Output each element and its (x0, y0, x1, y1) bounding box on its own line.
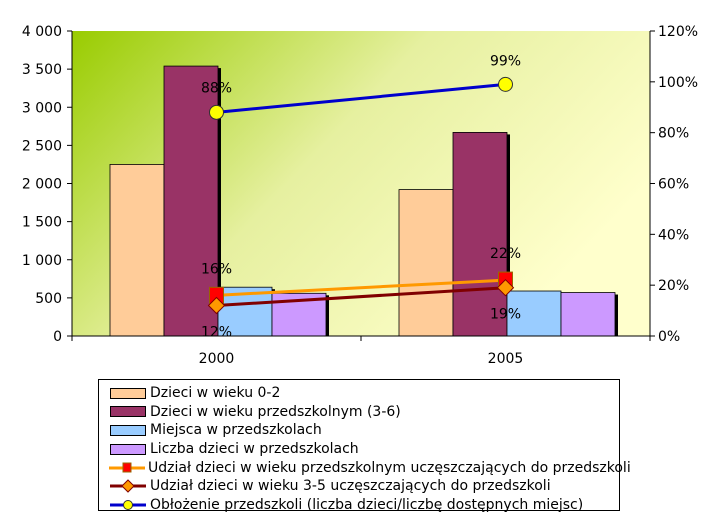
y-left-tick-label: 1 500 (22, 215, 62, 231)
y-right-tick-label: 80% (658, 126, 689, 142)
legend-label: Dzieci w wieku 0-2 (150, 385, 281, 402)
data-label: 88% (201, 80, 232, 96)
y-left-tick-label: 500 (35, 291, 62, 307)
legend-symbol (109, 423, 147, 437)
data-label: 99% (490, 53, 521, 69)
legend-symbol (109, 405, 147, 419)
legend-symbol (109, 442, 147, 456)
bar-dzieci-w-wieku-0-2-2000 (109, 164, 165, 337)
legend-symbol (109, 461, 145, 475)
legend-item-liczba-dzieci-w-przedszkolach: Liczba dzieci w przedszkolach (109, 440, 609, 459)
y-left-tick-label: 3 500 (22, 62, 62, 78)
axes-group: 0 500 1 000 1 500 2 000 2 500 3 000 3 500 4 000 0… (22, 24, 698, 367)
legend-label: Udział dzieci w wieku 3-5 uczęszczającyc… (150, 478, 551, 495)
legend-item-udzia-dzieci-w-wieku-przedszko: Udział dzieci w wieku przedszkolnym uczę… (109, 458, 631, 477)
x-tick-label: 2000 (199, 351, 235, 367)
legend-label: Miejsca w przedszkolach (150, 422, 322, 439)
y-left-tick-label: 0 (53, 329, 62, 345)
line-ob-oz-enie-przedszkoli-liczba-dzieci-lic (216, 82, 506, 114)
legend-symbol (109, 386, 147, 400)
bar-dzieci-w-wieku-0-2-2005 (398, 189, 454, 337)
legend-item-ob-oz-enie-przedszkoli-liczba-: Obłożenie przedszkoli (liczba dzieci/lic… (109, 496, 609, 515)
y-right-tick-label: 0% (658, 329, 680, 345)
lines-group: 16% 22% 12% 19% 88% 99% (201, 53, 521, 340)
y-left-tick-label: 2 500 (22, 138, 62, 154)
y-left-tick-label: 4 000 (22, 24, 62, 40)
y-right-tick-label: 120% (658, 24, 698, 40)
y-left-tick-label: 3 000 (22, 100, 62, 116)
data-label: 12% (201, 325, 232, 341)
y-right-tick-label: 20% (658, 278, 689, 294)
x-tick-label: 2005 (488, 351, 524, 367)
chart: 16% 22% 12% 19% 88% 99% 0 500 1 000 1 500 2 000 2 … (22, 24, 698, 367)
legend-item-miejsca-w-przedszkolach: Miejsca w przedszkolach (109, 421, 609, 440)
legend: Dzieci w wieku 0-2 Dzieci w wieku przedsz… (98, 379, 631, 513)
y-right-tick-label: 60% (658, 177, 689, 193)
data-label: 16% (201, 261, 232, 277)
bar-miejsca-w-przedszkolach-2005 (506, 290, 562, 337)
legend-item-dzieci-w-wieku-0-2: Dzieci w wieku 0-2 (109, 384, 609, 403)
marker-circle-2000 (209, 104, 224, 120)
legend-label: Dzieci w wieku przedszkolnym (3-6) (150, 403, 401, 420)
y-right-tick-label: 40% (658, 227, 689, 243)
legend-item-dzieci-w-wieku-przedszkolnym-3: Dzieci w wieku przedszkolnym (3-6) (109, 403, 609, 422)
data-label: 19% (490, 307, 521, 323)
legend-symbol (109, 498, 147, 512)
line-udzia-dzieci-w-wieku-3-5-ucze-szczaja-cy (216, 286, 506, 307)
y-left-tick-label: 1 000 (22, 253, 62, 269)
y-left-tick-label: 2 000 (22, 177, 62, 193)
marker-diamond-2005 (496, 279, 515, 297)
data-label: 22% (490, 246, 521, 262)
bar-liczba-dzieci-w-przedszkolach-2005 (560, 292, 616, 337)
line-udzia-dzieci-w-wieku-przedszkolnym-ucze- (216, 278, 506, 297)
legend-label: Obłożenie przedszkoli (liczba dzieci/lic… (150, 496, 584, 513)
bar-dzieci-w-wieku-przedszkolnym-3-6-2005 (452, 132, 508, 337)
y-right-tick-label: 100% (658, 75, 698, 91)
marker-circle-2005 (498, 76, 513, 92)
legend-item-udzia-dzieci-w-wieku-3-5-ucze-: Udział dzieci w wieku 3-5 uczęszczającyc… (109, 477, 609, 496)
legend-label: Udział dzieci w wieku przedszkolnym uczę… (148, 459, 631, 476)
marker-diamond-2000 (207, 296, 226, 315)
legend-label: Liczba dzieci w przedszkolach (150, 441, 359, 458)
legend-symbol (109, 479, 147, 493)
